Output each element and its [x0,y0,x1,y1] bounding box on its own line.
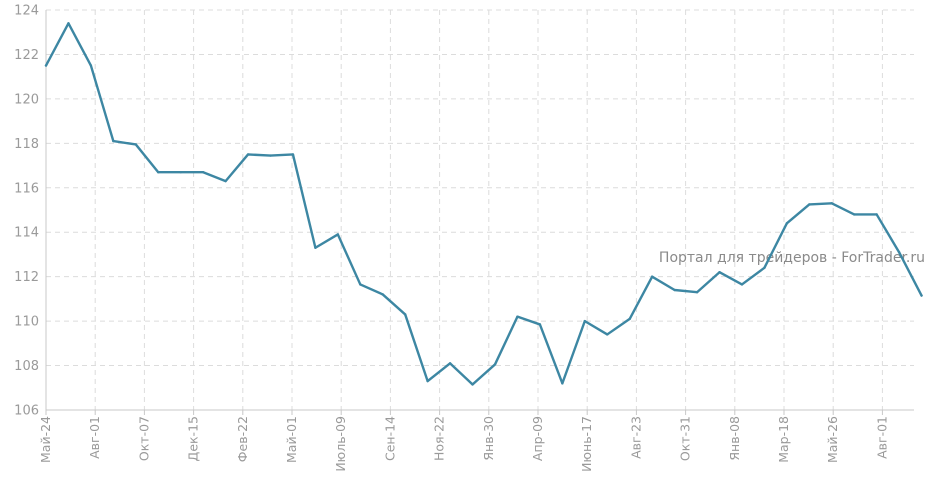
data-point [920,294,923,297]
data-point [134,143,137,146]
x-tick-label: Авг-01 [874,416,889,459]
y-tick-label: 118 [14,137,39,152]
data-point [269,154,272,157]
data-point [448,362,452,365]
x-tick-label: Дек-15 [186,416,201,461]
y-tick-labels: 106 108 110 112 114 116 118 120 122 124 [14,4,39,419]
x-tick-label: Авг-23 [628,416,643,459]
x-tick-label: Май-26 [825,416,840,463]
data-point [67,22,70,25]
data-point [224,179,227,183]
data-point [44,64,48,67]
data-point [628,317,631,321]
x-tick-label: Авг-01 [87,416,102,459]
data-point [718,271,721,274]
series-layer [44,22,923,386]
x-tick-label: Фев-22 [235,416,250,462]
y-tick-label: 114 [14,226,39,241]
y-tick-label: 112 [14,270,39,285]
data-point [785,222,789,225]
x-tick-label: Окт-07 [136,416,151,461]
data-point [606,333,609,336]
watermark: Портал для трейдеров - ForTrader.ru [659,250,925,266]
data-point [516,315,519,318]
data-point [650,275,654,278]
series-line [44,22,923,386]
data-point [830,202,833,205]
y-tick-label: 122 [14,48,39,63]
data-point [179,171,182,174]
x-tick-label: Мар-18 [776,416,791,463]
data-point [763,266,766,269]
data-point [853,213,856,216]
x-tick-label: Ноя-22 [432,416,447,461]
x-tick-label: Май-24 [38,416,53,463]
data-point [201,171,205,174]
y-tick-label: 108 [14,359,39,374]
x-tick-label: Янв-30 [481,416,496,461]
y-tick-label: 110 [14,315,39,330]
axis-layer [45,10,914,415]
x-tick-label: Май-01 [284,416,299,463]
data-point [493,363,497,366]
data-point [875,213,878,216]
data-point [471,383,474,386]
x-tick-label: Июль-09 [333,416,348,472]
data-point [157,171,160,174]
data-point [404,313,407,316]
data-point [246,153,250,156]
y-tick-label: 124 [14,4,39,19]
data-point [583,319,586,323]
data-point [426,379,429,383]
data-point [336,233,340,236]
data-point [897,251,901,254]
data-point [291,153,295,156]
data-point [359,283,362,286]
y-tick-label: 116 [14,181,39,196]
x-tick-label: Июнь-17 [579,416,594,472]
x-tick-label: Окт-31 [678,416,693,461]
data-point [381,293,384,296]
data-point [808,203,811,206]
data-point [112,139,115,143]
x-tick-label: Сен-14 [382,416,397,461]
data-point [673,288,676,292]
x-tick-label: Апр-09 [530,416,545,461]
grid-layer [45,9,914,410]
data-point [561,382,564,385]
x-tick-labels: Май-24 Авг-01 Окт-07 Дек-15 Фев-22 Май-01 Июль… [38,416,889,472]
data-point [314,246,317,249]
data-point [538,323,542,326]
data-point [740,283,744,286]
data-point [695,291,699,294]
y-tick-label: 120 [14,92,39,107]
data-point [89,64,93,67]
y-tick-label: 106 [14,404,39,419]
x-tick-label: Янв-08 [727,416,742,461]
